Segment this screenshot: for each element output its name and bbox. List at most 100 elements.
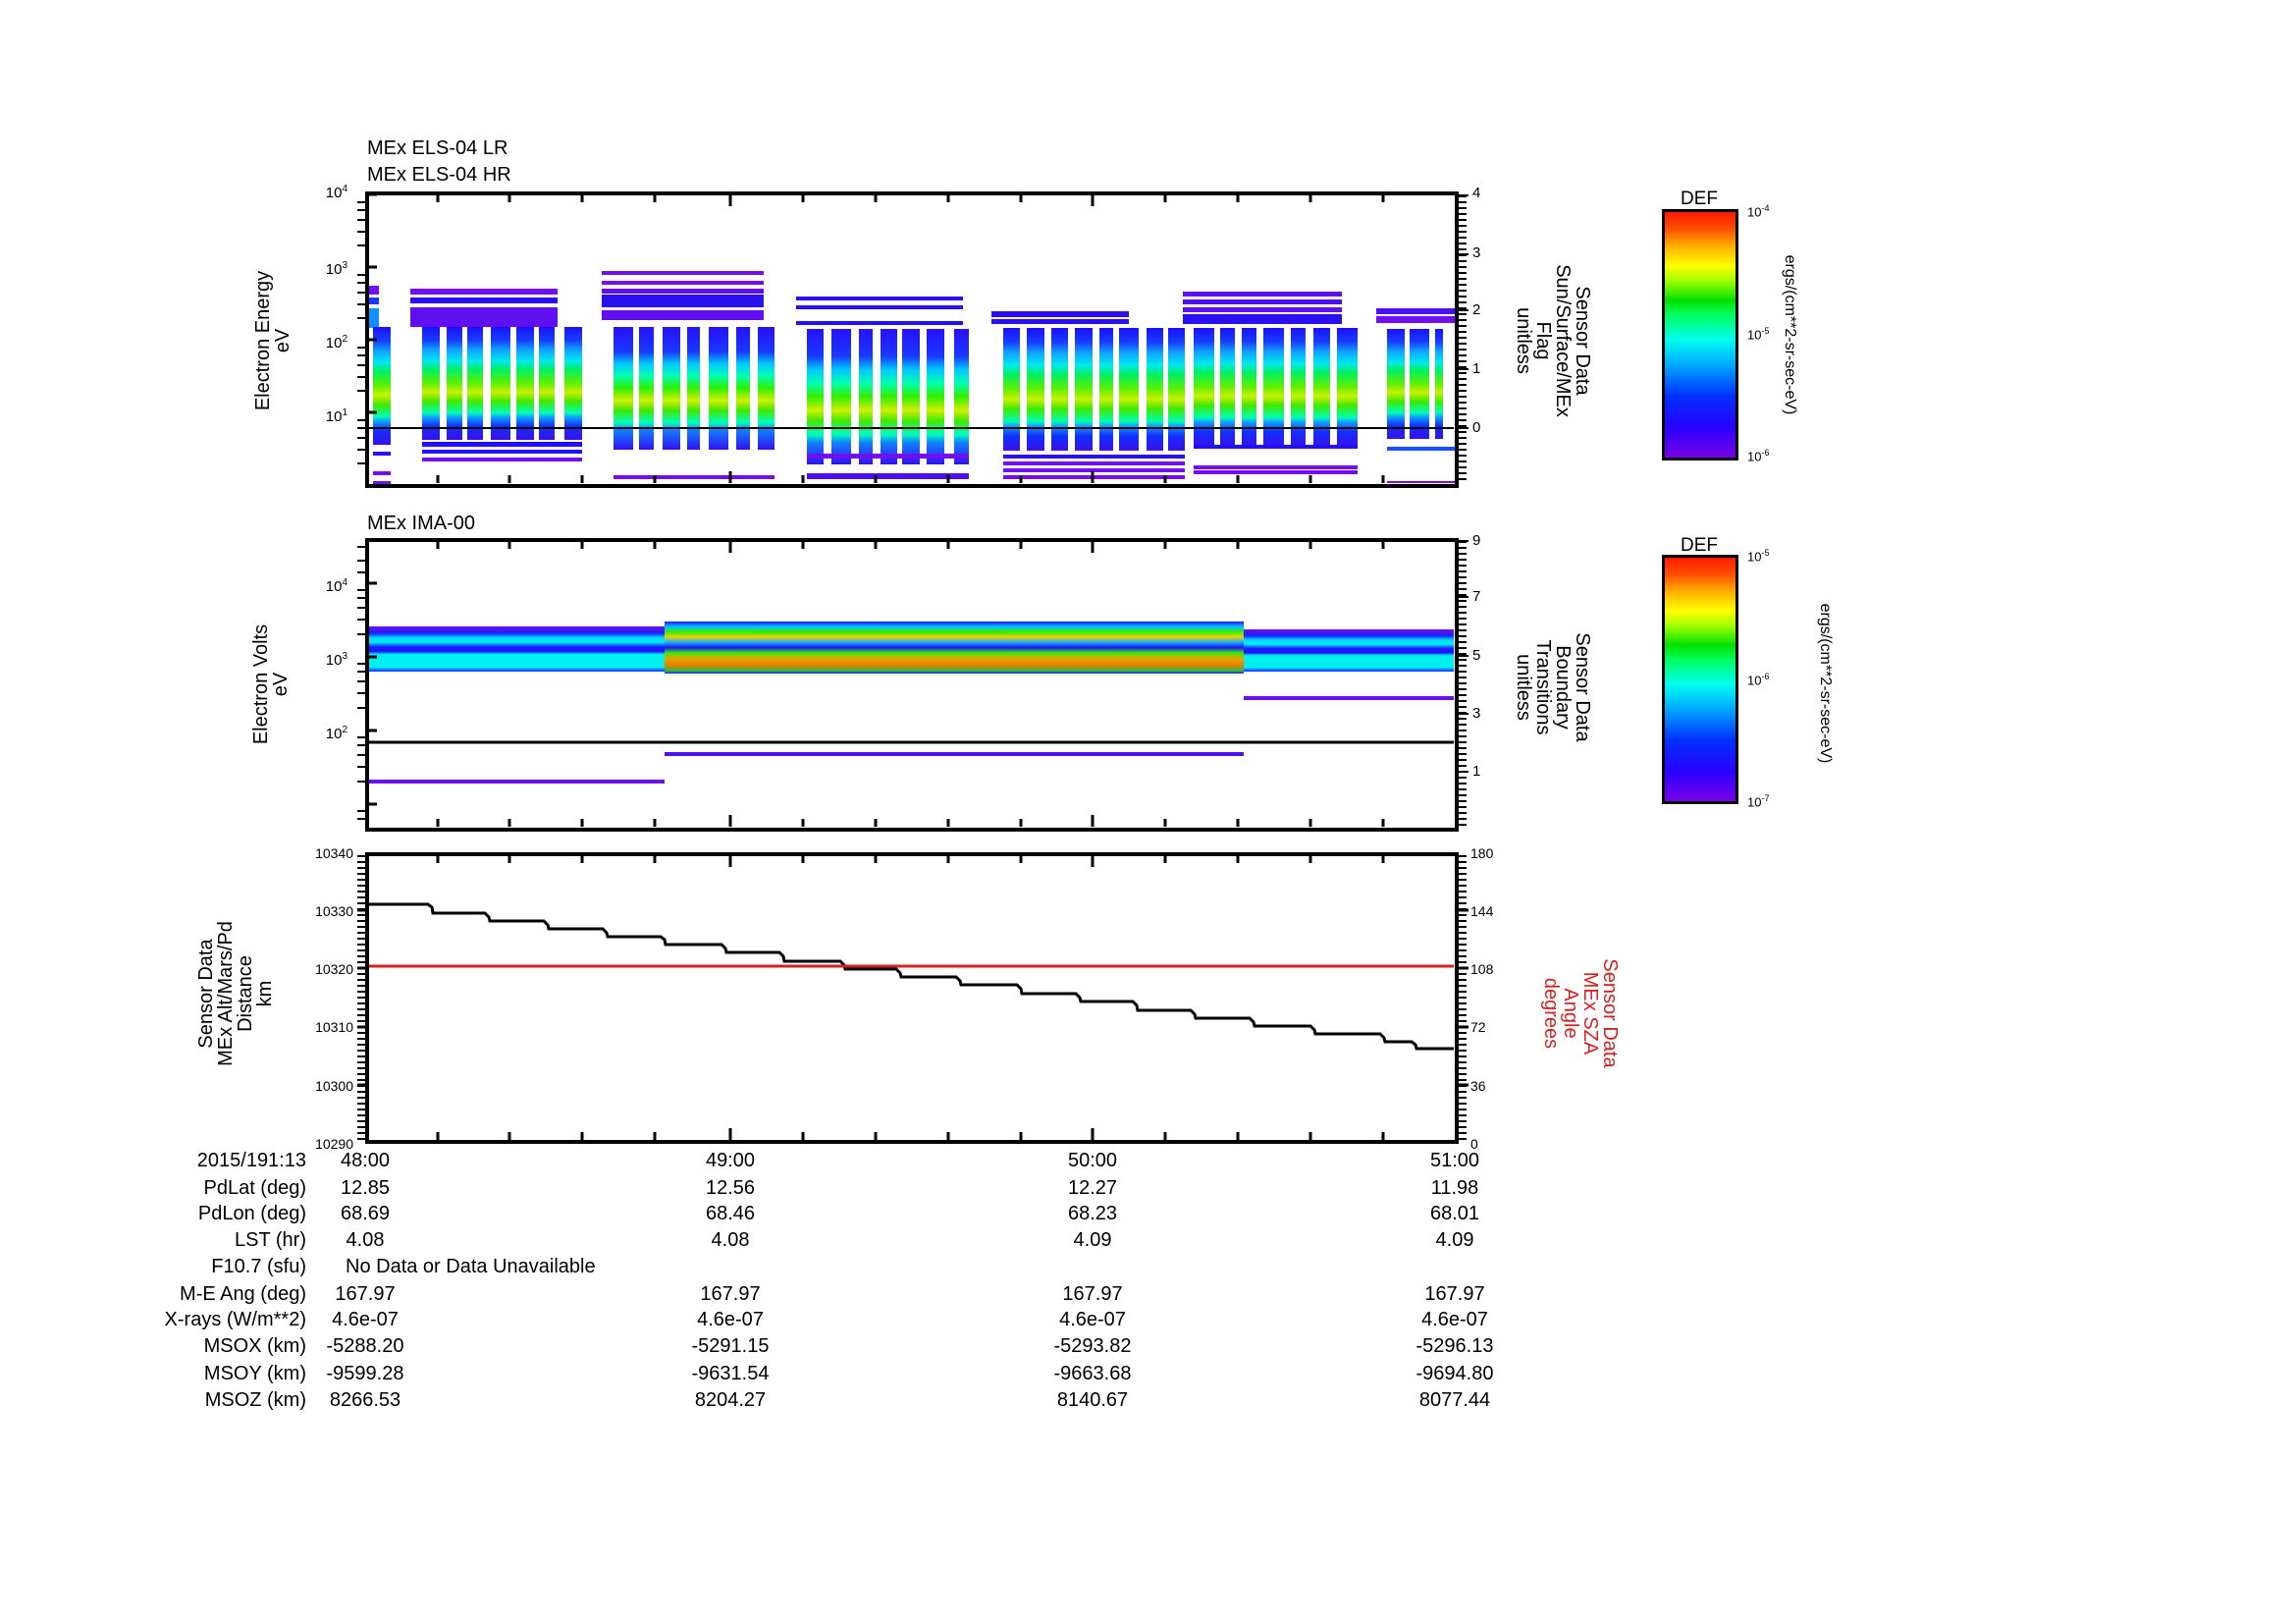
- ima-colorbar-tick: 10-6: [1747, 672, 1770, 688]
- alt-right-tick: 0: [1470, 1136, 1478, 1152]
- row-value: -9663.68: [1053, 1363, 1132, 1384]
- alt-right-tick: 108: [1470, 961, 1494, 977]
- row-value: 4.6e-07: [1421, 1309, 1488, 1330]
- row-label-lst: LST (hr): [235, 1229, 306, 1251]
- row-value: 4.6e-07: [697, 1309, 764, 1330]
- els-block: [369, 286, 391, 485]
- ima-right-tick: 9: [1472, 532, 1481, 549]
- row-value: -9694.80: [1415, 1363, 1494, 1384]
- ima-segment: [1244, 629, 1454, 672]
- ima-segment: [369, 626, 665, 672]
- row-value: 68.46: [705, 1203, 756, 1224]
- alt-right-tick: 144: [1470, 903, 1494, 919]
- els-right-minor-ticks: [1459, 195, 1467, 484]
- ima-right-tick: 1: [1472, 763, 1481, 780]
- ima-plot-frame: [365, 538, 1459, 832]
- row-label-msox: MSOX (km): [203, 1335, 306, 1357]
- els-right-tick: 0: [1472, 419, 1481, 436]
- ima-ytick: 102: [325, 725, 347, 742]
- els-colorbar-tick: 10-5: [1747, 326, 1770, 343]
- els-block: [796, 297, 969, 479]
- els-minor-ticks: [357, 201, 365, 464]
- els-colorbar-title: DEF: [1681, 189, 1718, 209]
- ima-colorbar-tick: 10-7: [1747, 793, 1770, 810]
- els-ytick: 102: [325, 334, 347, 352]
- alt-ytick: 10330: [315, 903, 353, 919]
- els-colorbar-tick: 10-4: [1747, 203, 1770, 220]
- els-block: [602, 271, 774, 479]
- els-plot-frame: [365, 191, 1459, 488]
- row-label-pdlat: PdLat (deg): [203, 1177, 306, 1199]
- els-block: [1183, 292, 1358, 474]
- row-value: -5288.20: [326, 1335, 404, 1357]
- ima-colorbar-title: DEF: [1681, 535, 1718, 556]
- els-colorbar-tick: 10-6: [1747, 448, 1770, 464]
- alt-right-tick: 36: [1470, 1078, 1486, 1094]
- ima-ytick: 104: [325, 577, 347, 595]
- alt-left-minor-ticks: [357, 855, 365, 1140]
- row-label-me-ang: M-E Ang (deg): [180, 1283, 306, 1305]
- ima-ytick: 103: [325, 651, 347, 669]
- alt-ytick: 10290: [315, 1136, 353, 1152]
- f107-note: No Data or Data Unavailable: [346, 1256, 596, 1277]
- els-title-lr: MEx ELS-04 LR: [367, 137, 508, 159]
- row-value: 4.09: [1073, 1229, 1112, 1251]
- row-value: 4.08: [346, 1229, 385, 1251]
- row-value: 167.97: [1424, 1283, 1485, 1305]
- altitude-line: [369, 902, 1454, 1051]
- row-label-xrays: X-rays (W/m**2): [164, 1309, 306, 1330]
- ima-colorbar: [1662, 555, 1738, 804]
- ima-segment: [665, 622, 1244, 674]
- row-value: 4.08: [711, 1229, 750, 1251]
- row-label-msoz: MSOZ (km): [204, 1389, 306, 1411]
- alt-ytick: 10340: [315, 845, 353, 861]
- els-ytick: 104: [325, 184, 347, 201]
- ima-colorbar-tick: 10-5: [1747, 548, 1770, 565]
- ima-right-tick: 7: [1472, 588, 1481, 605]
- els-colorbar: [1662, 209, 1738, 460]
- row-value: 167.97: [335, 1283, 396, 1305]
- row-value: 68.01: [1429, 1203, 1480, 1224]
- ima-minor-ticks: [357, 546, 365, 820]
- row-value: 12.27: [1067, 1177, 1118, 1199]
- alt-right-tick: 180: [1470, 845, 1494, 861]
- time-tick: 48:00: [340, 1150, 391, 1171]
- time-prefix: 2015/191:13: [196, 1150, 306, 1171]
- els-block: [991, 311, 1185, 479]
- row-value: 8077.44: [1418, 1389, 1491, 1411]
- row-label-pdlon: PdLon (deg): [197, 1203, 306, 1224]
- row-value: -5291.15: [691, 1335, 770, 1357]
- els-right-tick: 3: [1472, 244, 1481, 261]
- row-value: 68.23: [1067, 1203, 1118, 1224]
- row-value: 8140.67: [1056, 1389, 1129, 1411]
- els-title-hr: MEx ELS-04 HR: [367, 164, 511, 186]
- alt-right-minor-ticks: [1459, 855, 1467, 1140]
- row-value: 4.09: [1435, 1229, 1474, 1251]
- els-right-tick: 1: [1472, 360, 1481, 377]
- els-right-tick: 2: [1472, 301, 1481, 318]
- row-value: 11.98: [1430, 1177, 1479, 1199]
- row-value: -5296.13: [1415, 1335, 1494, 1357]
- time-tick: 49:00: [705, 1150, 756, 1171]
- row-value: -5293.82: [1053, 1335, 1132, 1357]
- ima-right-minor-ticks: [1459, 541, 1467, 828]
- row-label-msoy: MSOY (km): [203, 1363, 306, 1384]
- els-block: [1376, 308, 1456, 483]
- row-value: 167.97: [1062, 1283, 1123, 1305]
- row-value: 4.6e-07: [1059, 1309, 1126, 1330]
- alt-right-tick: 72: [1470, 1019, 1486, 1035]
- alt-ytick: 10320: [315, 961, 353, 977]
- row-value: 8204.27: [694, 1389, 767, 1411]
- row-label-f107: F10.7 (sfu): [211, 1256, 306, 1277]
- time-tick: 50:00: [1067, 1150, 1118, 1171]
- ima-right-tick: 3: [1472, 705, 1481, 722]
- els-ytick: 101: [325, 407, 347, 425]
- els-ytick: 103: [325, 260, 347, 278]
- alt-ytick: 10300: [315, 1078, 353, 1094]
- alt-right-label: Sensor Data MEx SZA Angle degrees: [1540, 958, 1621, 1068]
- row-value: 12.85: [340, 1177, 391, 1199]
- row-value: 4.6e-07: [332, 1309, 399, 1330]
- row-value: -9631.54: [691, 1363, 770, 1384]
